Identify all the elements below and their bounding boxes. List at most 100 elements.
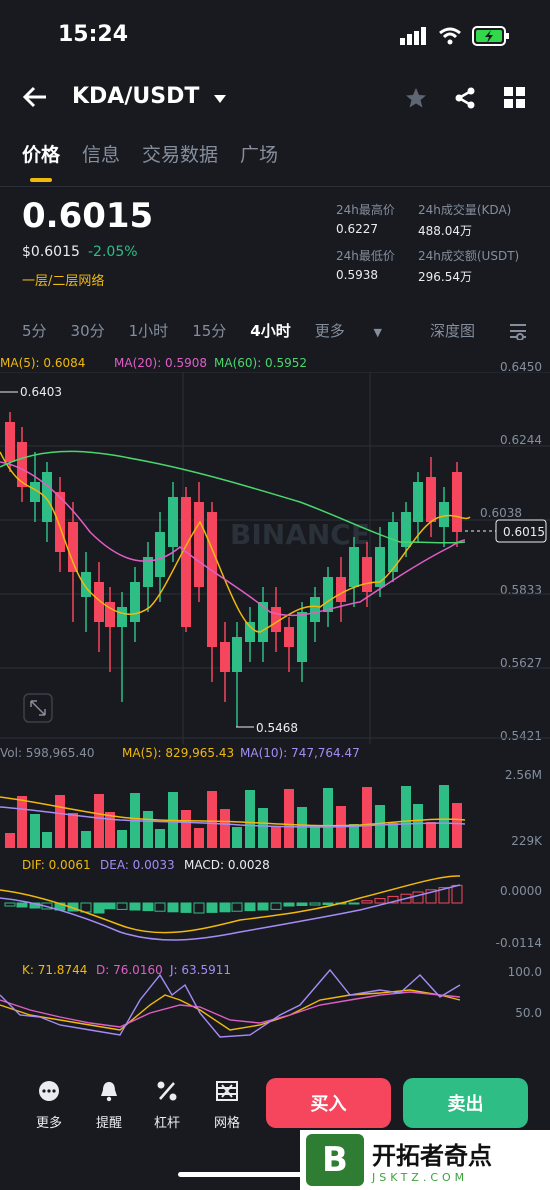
tab-square[interactable]: 广场 — [240, 144, 279, 166]
grid-trading-button[interactable]: 网格 — [200, 1080, 254, 1131]
leverage-button[interactable]: 杠杆 — [140, 1080, 194, 1131]
candle-body — [81, 572, 91, 597]
vol-axis-top: 2.56M — [504, 768, 542, 782]
candle-body — [310, 597, 320, 622]
more-label: 更多 — [35, 1116, 62, 1131]
network-tag[interactable]: 一层/二层网络 — [22, 274, 105, 289]
macd-dif-label: DIF: 0.0061 — [22, 858, 91, 872]
candle-body — [245, 622, 255, 642]
low-label: 24h最低价 — [336, 249, 395, 263]
site-name: 开拓者奇点 — [372, 1142, 492, 1170]
fullscreen-button[interactable] — [23, 693, 53, 723]
volume-bar — [207, 791, 217, 848]
volume-bar — [245, 790, 255, 848]
leverage-label: 杠杆 — [153, 1116, 180, 1131]
macd-bar — [374, 898, 386, 904]
percent-icon — [156, 1080, 178, 1106]
candle-body — [220, 642, 230, 672]
bell-icon — [98, 1080, 120, 1106]
kdj-chart[interactable] — [0, 955, 500, 1060]
macd-bar — [4, 902, 16, 907]
volume-bar — [375, 805, 385, 848]
volume-value: 488.04万 — [418, 224, 472, 238]
more-button[interactable]: 更多 — [22, 1080, 76, 1131]
pair-dropdown-icon[interactable] — [212, 90, 228, 109]
interval-1h[interactable]: 1小时 — [128, 322, 169, 340]
tab-price[interactable]: 价格 — [22, 144, 61, 166]
share-icon[interactable] — [453, 86, 477, 114]
more-dots-icon — [38, 1080, 60, 1106]
interval-15m[interactable]: 15分 — [192, 322, 227, 340]
interval-30m[interactable]: 30分 — [70, 322, 105, 340]
candle-body — [401, 512, 411, 547]
kdj-k-label: K: 71.8744 — [22, 963, 88, 977]
site-url: JSKTZ.COM — [372, 1171, 469, 1184]
kdj-j-label: J: 63.5911 — [170, 963, 232, 977]
macd-bar — [206, 902, 218, 913]
interval-5m[interactable]: 5分 — [22, 322, 47, 340]
vol-label: Vol: 598,965.40 — [0, 746, 95, 760]
macd-bar — [348, 902, 360, 905]
volume-chart[interactable] — [0, 762, 500, 850]
buy-button[interactable]: 买入 — [266, 1078, 391, 1128]
volume-bar — [362, 787, 372, 848]
interval-4h[interactable]: 4小时 — [250, 322, 291, 340]
candle-body — [194, 502, 204, 587]
macd-axis-bottom: -0.0114 — [495, 936, 542, 950]
candle-body — [297, 612, 307, 662]
price-axis-0: 0.6450 — [500, 360, 542, 374]
macd-chart[interactable] — [0, 870, 500, 955]
candle-body — [284, 627, 294, 647]
candle-body — [168, 497, 178, 547]
site-watermark: B 开拓者奇点 JSKTZ.COM — [300, 1130, 550, 1190]
macd-value-label: MACD: 0.0028 — [184, 858, 270, 872]
macd-bar — [142, 902, 154, 912]
pair-title[interactable]: KDA/USDT — [72, 84, 200, 109]
binance-watermark: BINANCE — [230, 518, 370, 551]
volume-bar — [388, 823, 398, 848]
volume-bar — [94, 794, 104, 848]
candle-body — [349, 547, 359, 587]
depth-chart-tab[interactable]: 深度图 — [429, 322, 475, 340]
tabs-divider — [0, 186, 550, 187]
volume-bar — [42, 832, 52, 848]
macd-bar — [154, 902, 166, 912]
candle-body — [117, 607, 127, 627]
interval-more[interactable]: 更多 ▼ — [315, 320, 406, 341]
volume-bar — [68, 813, 78, 848]
candle-body — [94, 582, 104, 622]
ma20-label: MA(20): 0.5908 — [114, 356, 208, 370]
candle-body — [143, 557, 153, 587]
volume-bar — [194, 828, 204, 848]
favorite-star-icon[interactable] — [404, 86, 428, 114]
ma60-label: MA(60): 0.5952 — [214, 356, 308, 370]
sell-button[interactable]: 卖出 — [403, 1078, 528, 1128]
candle-body — [68, 522, 78, 572]
current-price-tag: 0.6015 — [503, 525, 545, 539]
expand-icon — [30, 700, 46, 716]
kdj-axis-top: 100.0 — [507, 965, 542, 979]
back-button[interactable] — [22, 84, 48, 114]
volume-bar — [232, 827, 242, 848]
candle-body — [258, 602, 268, 642]
chart-settings-icon[interactable] — [508, 322, 528, 344]
low-value: 0.5938 — [336, 268, 378, 282]
site-logo-icon: B — [306, 1134, 364, 1186]
amount-value: 296.54万 — [418, 270, 472, 284]
alert-button[interactable]: 提醒 — [82, 1080, 136, 1131]
grid-menu-icon[interactable] — [504, 87, 526, 113]
volume-bar — [258, 808, 268, 848]
macd-bar — [283, 902, 295, 907]
volume-bar — [439, 785, 449, 848]
macd-bar — [244, 902, 256, 912]
main-tabs: 价格 信息 交易数据 广场 — [22, 140, 278, 167]
macd-dea-label: DEA: 0.0033 — [100, 858, 175, 872]
candle-body — [105, 602, 115, 627]
candlestick-chart[interactable]: BINANCE 0.6403 0.5468 0.6015 — [0, 372, 550, 744]
candle-body — [323, 577, 333, 612]
tab-trading-data[interactable]: 交易数据 — [142, 144, 219, 166]
tab-info[interactable]: 信息 — [82, 144, 121, 166]
price-axis-5: 0.5421 — [500, 729, 542, 743]
volume-bar — [17, 796, 27, 848]
volume-bar — [55, 795, 65, 848]
